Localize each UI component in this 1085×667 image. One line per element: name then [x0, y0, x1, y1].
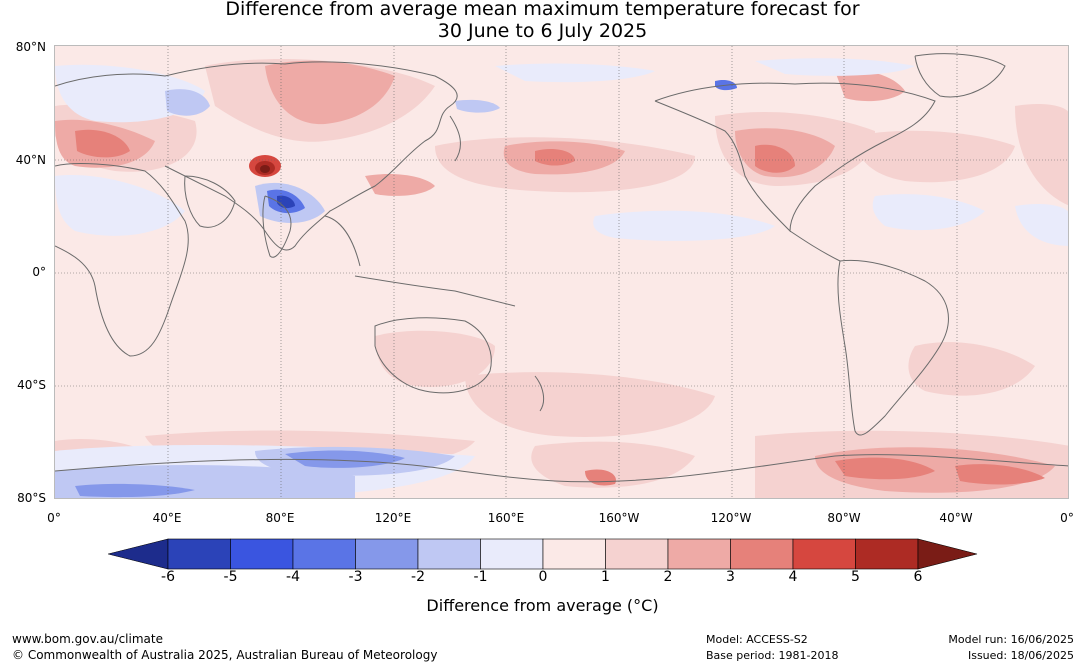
colorbar-tick-label: 6 [913, 569, 923, 585]
colorbar [108, 538, 978, 570]
colorbar-tick-label: -3 [348, 569, 363, 585]
colorbar-swatch [230, 538, 294, 570]
graticule [55, 46, 1068, 498]
colorbar-tick-label: -5 [223, 569, 238, 585]
lon-label-160e: 160°E [487, 511, 525, 525]
lon-label-120w: 120°W [710, 511, 752, 525]
map-graphic [55, 46, 1068, 498]
map-title-line2: 30 June to 6 July 2025 [437, 20, 648, 42]
footer-copyright: © Commonwealth of Australia 2025, Austra… [12, 648, 438, 662]
lon-label-80e: 80°E [265, 511, 295, 525]
lon-label-0-right: 0° [1060, 511, 1074, 525]
colorbar-swatch [667, 538, 731, 570]
colorbar-tick-label: 2 [663, 569, 673, 585]
lat-label-80n: 80°N [15, 40, 46, 54]
map-title-line1: Difference from average mean maximum tem… [225, 0, 860, 20]
anomaly-3-4-regions [75, 129, 1045, 486]
anomaly-hotspot [249, 155, 281, 177]
lat-label-80s: 80°S [17, 491, 46, 505]
temperature-anomaly-map [54, 45, 1069, 499]
lon-label-40e: 40°E [152, 511, 182, 525]
colorbar-tick-label: 4 [788, 569, 798, 585]
colorbar-swatch [167, 538, 231, 570]
colorbar-extend-high [917, 538, 978, 570]
colorbar-tick-label: -6 [161, 569, 175, 585]
colorbar-swatch [855, 538, 919, 570]
colorbar-swatch [605, 538, 669, 570]
footer-issued: Issued: 18/06/2025 [967, 649, 1074, 662]
colorbar-extend-low [108, 538, 169, 570]
colorbar-swatch [730, 538, 794, 570]
anomaly-negative-regions [55, 58, 1068, 498]
lon-label-160w: 160°W [598, 511, 640, 525]
colorbar-tick-label: 0 [538, 569, 548, 585]
lon-label-0-left: 0° [47, 511, 61, 525]
colorbar-tick-label: 3 [726, 569, 735, 585]
footer-website: www.bom.gov.au/climate [12, 632, 163, 646]
colorbar-swatch [417, 538, 481, 570]
lon-label-80w: 80°W [827, 511, 861, 525]
colorbar-tick-label: 5 [851, 569, 860, 585]
colorbar-swatch [792, 538, 856, 570]
footer-base-period: Base period: 1981-2018 [706, 649, 839, 662]
anomaly-1-2-regions [55, 58, 1068, 498]
lat-label-40n: 40°N [15, 153, 46, 167]
colorbar-tick-label: -2 [411, 569, 425, 585]
colorbar-tick-label: -4 [286, 569, 300, 585]
footer-model: Model: ACCESS-S2 [706, 633, 808, 646]
lon-label-40w: 40°W [939, 511, 973, 525]
colorbar-swatch [480, 538, 544, 570]
lat-label-0: 0° [32, 265, 46, 279]
coastlines [55, 53, 1068, 483]
colorbar-tick-label: -1 [473, 569, 488, 585]
footer-model-run: Model run: 16/06/2025 [948, 633, 1074, 646]
colorbar-label: Difference from average (°C) [426, 596, 659, 615]
colorbar-tick-label: 1 [601, 569, 610, 585]
colorbar-swatch [292, 538, 356, 570]
lon-label-120e: 120°E [374, 511, 412, 525]
lat-label-40s: 40°S [17, 378, 46, 392]
colorbar-swatch [355, 538, 419, 570]
colorbar-swatch [542, 538, 606, 570]
